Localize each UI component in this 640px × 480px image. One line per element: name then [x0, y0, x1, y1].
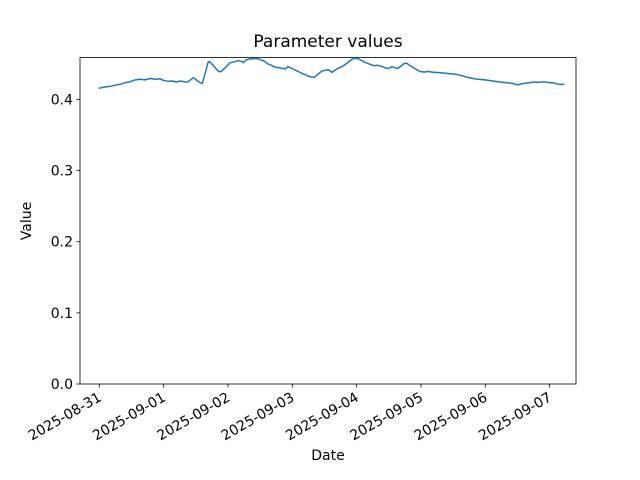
series-line — [98, 57, 565, 89]
y-tick-label: 0.1 — [51, 306, 73, 322]
x-axis: 2025-08-312025-09-012025-09-022025-09-03… — [26, 384, 555, 444]
y-axis-label: Value — [19, 202, 35, 240]
y-tick-label: 0.0 — [51, 377, 73, 393]
x-axis-label: Date — [311, 448, 344, 464]
chart-title: Parameter values — [253, 32, 402, 52]
y-tick-label: 0.3 — [51, 164, 73, 180]
y-tick-label: 0.4 — [51, 92, 73, 108]
y-axis: 0.0 0.1 0.2 0.3 0.4 — [51, 92, 80, 393]
plot-area-spines — [79, 57, 577, 385]
series-group — [98, 57, 565, 89]
y-tick-label: 0.2 — [51, 235, 73, 251]
x-tick-label: 2025-09-07 — [476, 390, 554, 445]
